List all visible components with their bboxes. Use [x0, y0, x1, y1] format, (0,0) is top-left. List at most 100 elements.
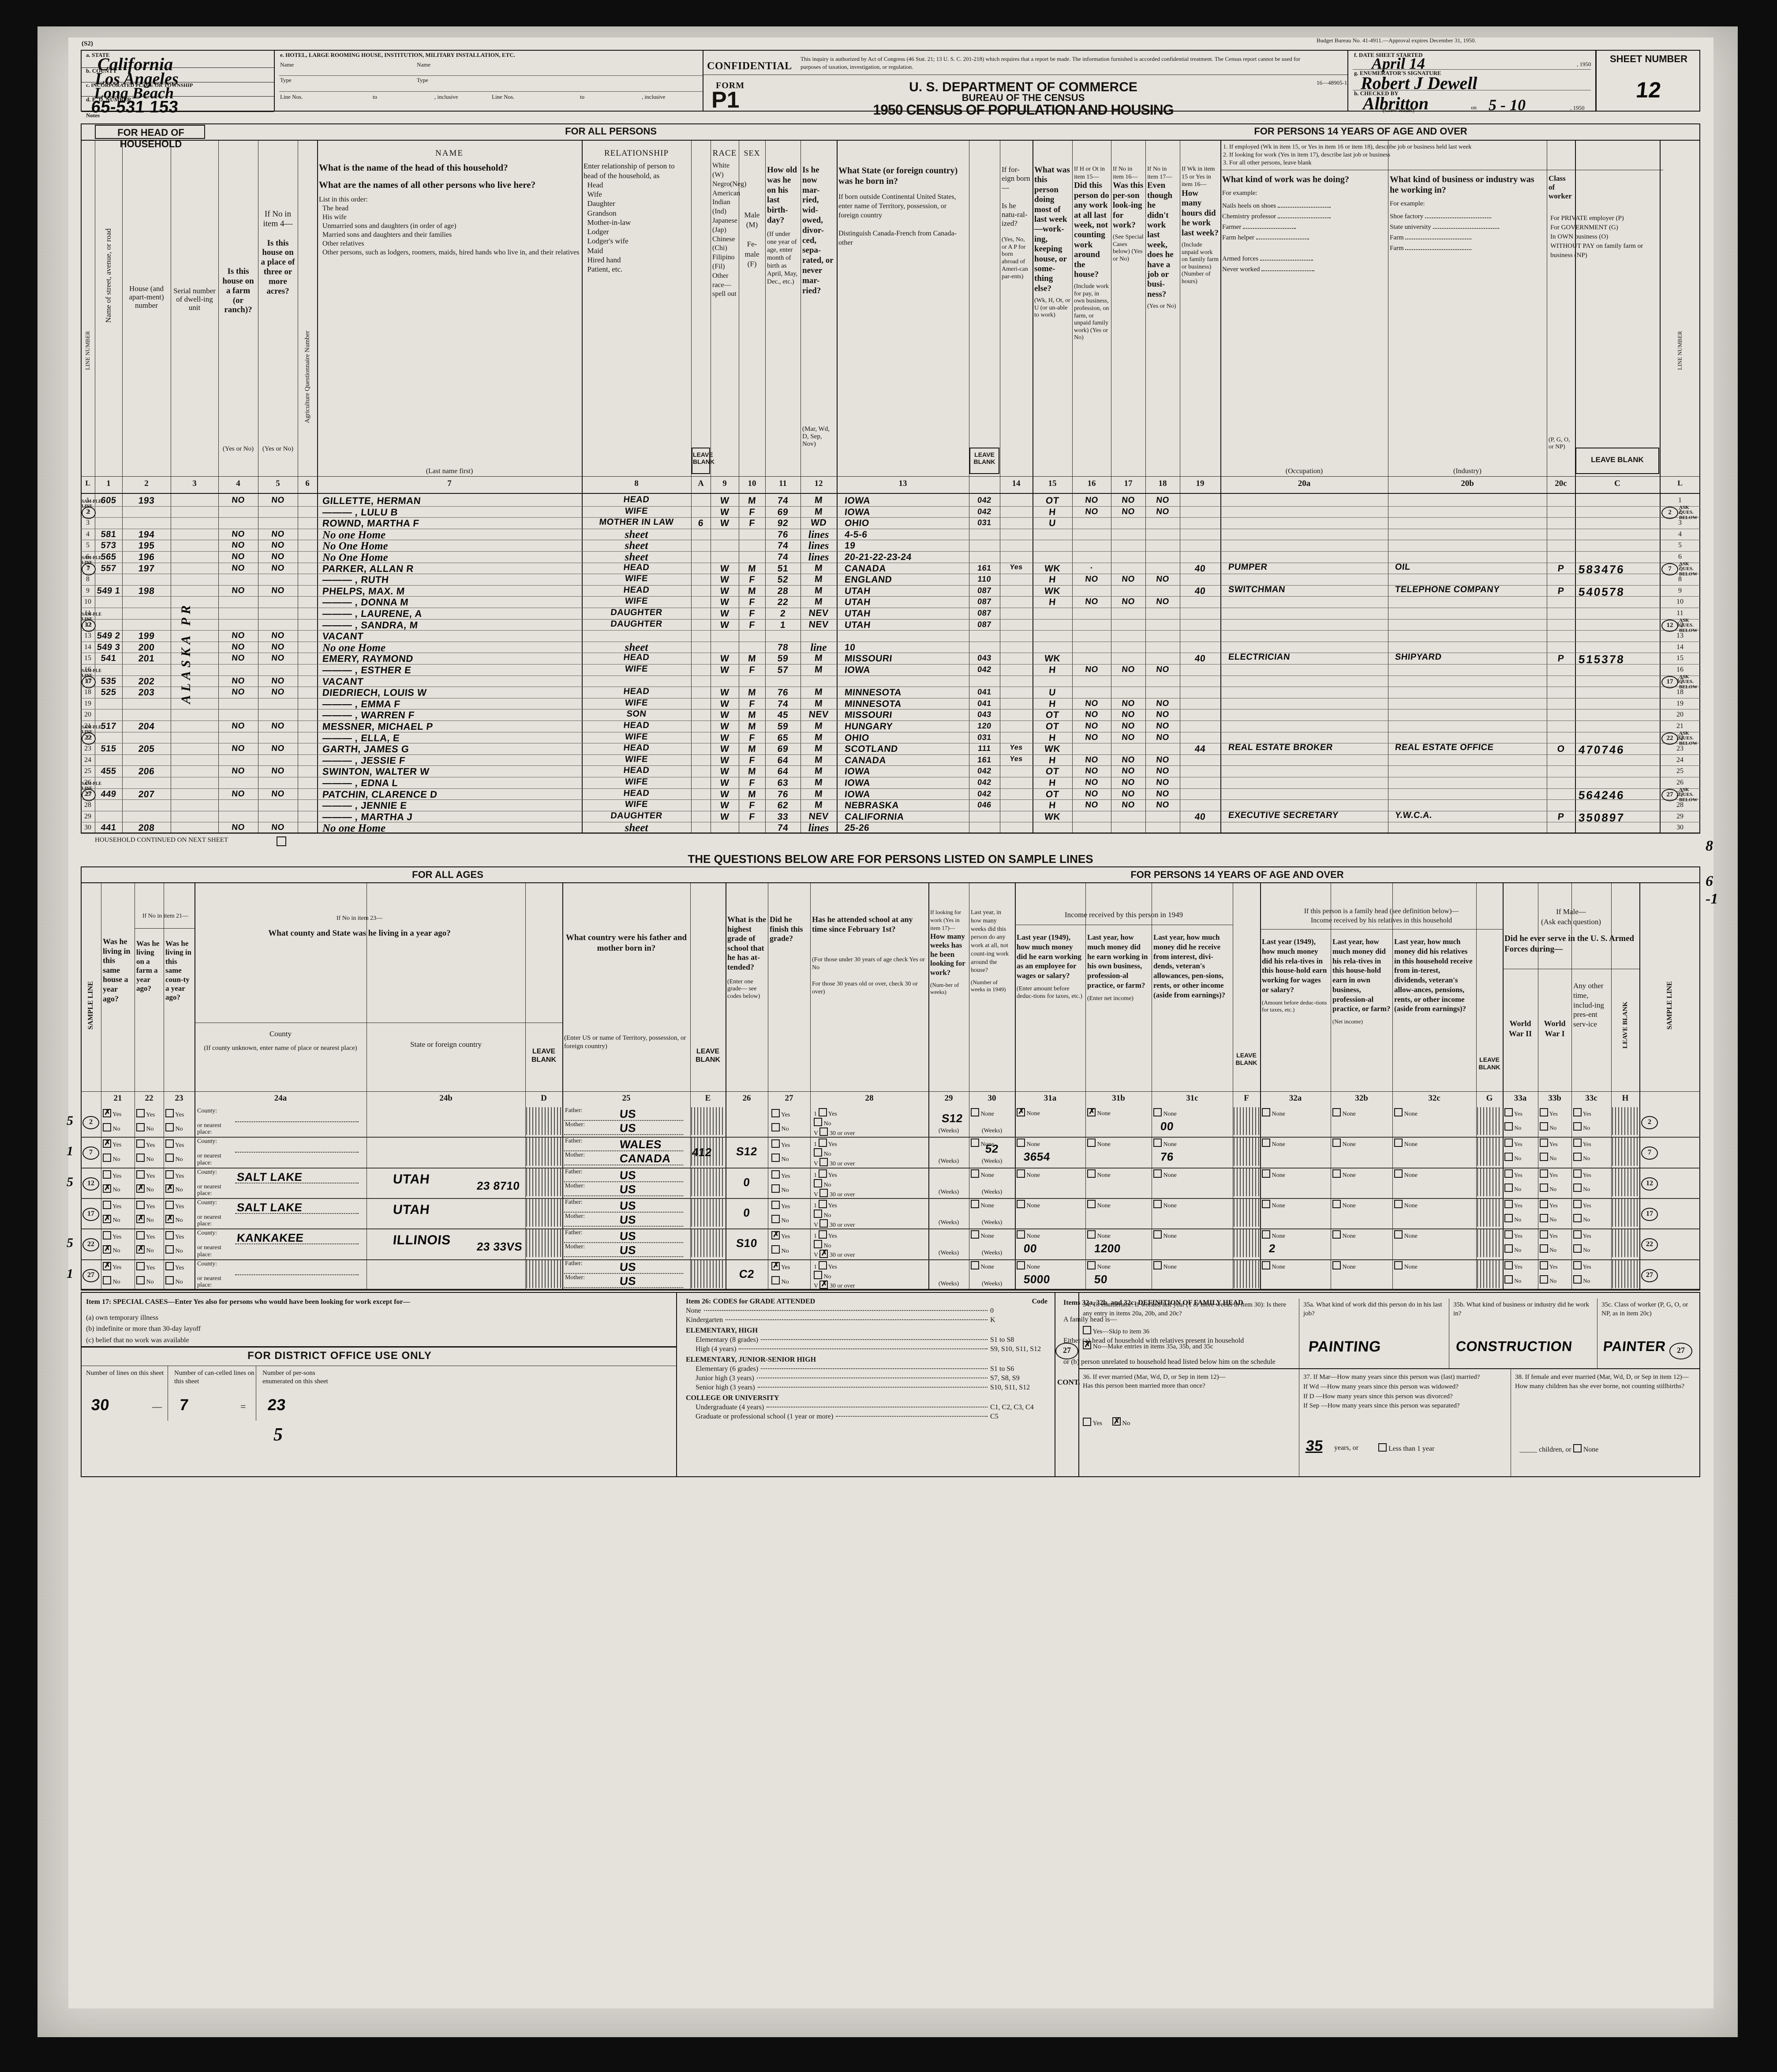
cell-name[interactable]: ——— , LAURENE, A	[322, 608, 423, 619]
cell-5[interactable]: NO	[271, 631, 285, 641]
cell-15[interactable]: WK	[1044, 744, 1061, 754]
cell-11[interactable]: 74	[777, 496, 789, 506]
checkbox-glyph[interactable]	[1540, 1213, 1548, 1222]
cell-mother-birthplace[interactable]: CANADA	[619, 1152, 672, 1165]
cell-2[interactable]: 206	[138, 766, 155, 777]
cell-18[interactable]: NO	[1156, 721, 1170, 731]
cell-15[interactable]: OT	[1045, 766, 1060, 777]
cell-industry[interactable]: SHIPYARD	[1394, 652, 1442, 662]
cell-16[interactable]: NO	[1085, 507, 1099, 516]
checkbox-30-over-28[interactable]: V 30 or over	[814, 1158, 855, 1168]
cell-relationship[interactable]: sheet	[625, 822, 648, 834]
checkbox-yes-22[interactable]: Yes	[136, 1231, 155, 1241]
cell-5[interactable]: NO	[271, 563, 285, 573]
checkbox-yes-23[interactable]: Yes	[165, 1262, 184, 1272]
cell-name[interactable]: GARTH, JAMES G	[322, 743, 410, 755]
cell-marital[interactable]: lines	[808, 822, 829, 834]
cell-10[interactable]: F	[748, 800, 756, 811]
checkbox-glyph[interactable]	[136, 1154, 145, 1162]
cell-15[interactable]: H	[1048, 575, 1057, 585]
cell-relationship[interactable]: WIFE	[624, 596, 649, 606]
checkbox-glyph[interactable]	[1017, 1261, 1025, 1269]
cell-5[interactable]: NO	[271, 642, 285, 652]
cell-19[interactable]: 40	[1194, 811, 1206, 822]
sample-line-circle[interactable]: 22	[1661, 732, 1678, 745]
cell-10[interactable]: F	[748, 811, 756, 822]
checkbox-glyph[interactable]	[1394, 1261, 1403, 1269]
cell-9[interactable]: W	[719, 744, 730, 754]
cell-17[interactable]: NO	[1121, 665, 1135, 674]
cell-marital[interactable]: M	[814, 777, 823, 788]
cell-e-code[interactable]: 412	[691, 1146, 713, 1159]
cell-name[interactable]: No one Home	[322, 529, 386, 541]
checkbox-none-31b[interactable]: None	[1087, 1169, 1111, 1179]
checkbox-glyph[interactable]	[165, 1154, 174, 1162]
checkbox-no-33c[interactable]: No	[1573, 1275, 1590, 1284]
checkbox-no-21[interactable]: ✗ No	[103, 1183, 120, 1194]
cell-marital[interactable]: NEV	[808, 619, 829, 630]
cell-grade[interactable]: S12	[735, 1145, 758, 1158]
cell-name[interactable]: No one Home	[322, 822, 386, 835]
cell-d-code[interactable]: 23 8710	[476, 1179, 521, 1192]
cell-11[interactable]: 57	[777, 665, 789, 675]
checkbox-glyph[interactable]	[103, 1231, 111, 1240]
checkbox-glyph[interactable]	[814, 1240, 822, 1249]
cell-relationship[interactable]: DAUGHTER	[610, 619, 663, 629]
cell-4[interactable]: NO	[231, 631, 245, 641]
cell-9[interactable]: W	[719, 563, 730, 574]
checkbox-none-32c[interactable]: None	[1394, 1169, 1418, 1179]
cell-marital[interactable]: lines	[808, 540, 829, 552]
cell-13[interactable]: CANADA	[844, 563, 887, 574]
cell-11[interactable]: 69	[777, 744, 789, 754]
checkbox-glyph[interactable]	[1153, 1199, 1162, 1208]
checkbox-no-33a[interactable]: No	[1504, 1213, 1521, 1223]
cell-grade[interactable]: 0	[742, 1206, 751, 1219]
answer-37-years[interactable]: 35	[1305, 1437, 1324, 1454]
cell-10[interactable]: F	[748, 575, 756, 585]
checkbox-glyph[interactable]	[818, 1139, 827, 1147]
cell-occupation[interactable]: SWITCHMAN	[1227, 584, 1286, 594]
cell-17[interactable]: NO	[1121, 778, 1135, 787]
cell-4[interactable]: NO	[231, 823, 245, 833]
cell-mother-birthplace[interactable]: US	[619, 1243, 637, 1257]
cell-15[interactable]: U	[1048, 518, 1057, 529]
checkbox-none-30[interactable]: None	[971, 1139, 994, 1148]
cell-13[interactable]: MISSOURI	[844, 653, 893, 664]
cell-marital[interactable]: M	[814, 574, 823, 585]
checkbox-none-32b[interactable]: None	[1332, 1139, 1356, 1148]
cell-occupation[interactable]: ELECTRICIAN	[1227, 652, 1291, 662]
cell-4[interactable]: NO	[231, 529, 245, 539]
cell-15[interactable]: H	[1048, 800, 1057, 811]
checked-on-value[interactable]: 5 - 10	[1489, 96, 1526, 114]
checkbox-no-33b[interactable]: No	[1540, 1244, 1556, 1254]
cell-18[interactable]: NO	[1156, 800, 1170, 810]
checkbox-glyph[interactable]	[819, 1219, 828, 1228]
cell-16[interactable]: NO	[1085, 766, 1099, 776]
cell-marital[interactable]: M	[814, 653, 823, 664]
cell-relationship[interactable]: HEAD	[623, 562, 650, 572]
checkbox-glyph[interactable]	[1573, 1108, 1582, 1116]
checkbox-none-32c[interactable]: None	[1394, 1199, 1418, 1210]
checkbox-glyph[interactable]: ✗	[103, 1261, 111, 1270]
checkbox-glyph[interactable]	[165, 1170, 174, 1179]
checkbox-no-33b[interactable]: No	[1540, 1213, 1556, 1223]
cell-17[interactable]: NO	[1121, 597, 1135, 607]
cell-5[interactable]: NO	[271, 721, 285, 731]
cell-relationship[interactable]: WIFE	[624, 777, 649, 787]
checkbox-no-33c[interactable]: No	[1573, 1213, 1590, 1223]
checkbox-none-31c[interactable]: None	[1153, 1199, 1177, 1210]
cell-15[interactable]: OT	[1045, 710, 1060, 721]
cell-2[interactable]: 195	[138, 541, 155, 551]
checkbox-none-32c[interactable]: None	[1394, 1261, 1418, 1271]
footer-sample-circle-right[interactable]: 27	[1669, 1343, 1692, 1359]
state-value[interactable]: California	[97, 54, 173, 74]
cell-4[interactable]: NO	[231, 563, 245, 573]
cell-5[interactable]: NO	[271, 653, 285, 663]
cell-13c[interactable]: 041	[977, 698, 992, 708]
checkbox-glyph[interactable]	[1332, 1169, 1341, 1178]
checkbox-none-32a[interactable]: None	[1262, 1139, 1285, 1148]
checkbox-glyph[interactable]	[1540, 1230, 1548, 1239]
sample-row-circle-left[interactable]: 17	[82, 1207, 99, 1221]
checkbox-no-33b[interactable]: No	[1540, 1153, 1556, 1162]
checkbox-glyph[interactable]	[1540, 1261, 1548, 1269]
